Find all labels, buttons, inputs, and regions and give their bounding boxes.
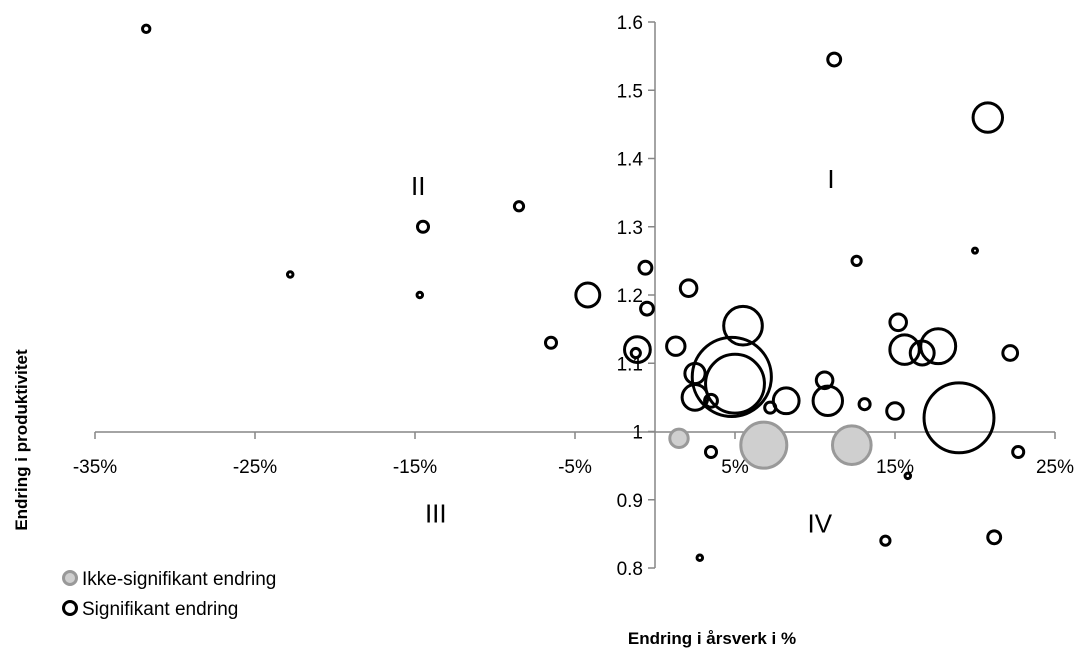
x-tick-label: -25% — [233, 457, 277, 478]
x-tick-label: -5% — [558, 457, 592, 478]
bubble-significant — [919, 327, 958, 366]
bubble-significant — [814, 370, 835, 391]
bubble-significant — [665, 335, 687, 357]
bubble-significant — [1001, 344, 1020, 362]
bubble-significant — [574, 281, 602, 309]
bubble-significant — [703, 392, 719, 409]
bubble-significant — [879, 534, 892, 547]
legend-label-nonsignificant: Ikke-signifikant endring — [82, 569, 276, 590]
y-tick-label: 1.2 — [617, 286, 643, 307]
y-axis-title: Endring i produktivitet — [12, 349, 31, 531]
bubble-significant — [695, 553, 705, 563]
bubble-significant — [888, 333, 921, 366]
bubble-significant — [771, 386, 801, 416]
y-tick-label: 1.5 — [617, 81, 643, 102]
bubble-significant — [543, 335, 559, 350]
bubble-significant — [690, 335, 773, 418]
bubble-significant — [704, 352, 766, 415]
bubble-significant — [1011, 444, 1026, 459]
bubble-significant — [971, 246, 979, 255]
bubble-nonsignificant — [830, 424, 873, 466]
bubble-significant — [885, 401, 905, 421]
bubble-significant — [888, 312, 908, 333]
axes — [94, 21, 1056, 569]
data-points — [141, 23, 1026, 563]
bubble-significant — [986, 529, 1003, 546]
bubble-significant — [922, 381, 996, 455]
bubble-nonsignificant — [739, 420, 789, 470]
quadrant-label: II — [411, 171, 425, 201]
x-tick-label: 15% — [876, 457, 914, 478]
y-tick-label: 1.6 — [617, 13, 643, 34]
bubble-significant — [678, 278, 699, 298]
legend: Ikke-signifikant endring Signifikant end… — [62, 569, 276, 620]
bubble-significant — [857, 397, 872, 412]
bubble-significant — [826, 51, 843, 68]
bubble-significant — [629, 346, 642, 360]
bubble-nonsignificant — [668, 427, 690, 450]
bubble-significant — [811, 384, 845, 418]
bubble-significant — [637, 259, 654, 276]
bubble-significant — [415, 219, 431, 234]
bubble-significant — [285, 270, 295, 279]
y-tick-label: 0.9 — [617, 491, 643, 512]
quadrant-label: IV — [808, 509, 833, 539]
bubble-significant — [703, 444, 719, 459]
tick-labels: -35% -25% -15% -5% 5% 15% 25% 0.8 0.9 1 1.1 1.2 1.3 1… — [73, 13, 1074, 580]
quadrant-label: I — [827, 164, 834, 194]
bubble-significant — [141, 23, 152, 35]
legend-marker-significant — [62, 600, 78, 616]
bubble-significant — [639, 300, 655, 317]
quadrant-label: III — [425, 498, 447, 528]
x-tick-label: -15% — [393, 457, 437, 478]
x-tick-label: 5% — [721, 457, 749, 478]
bubble-significant — [850, 254, 863, 267]
bubble-significant — [512, 200, 526, 213]
x-axis-title: Endring i årsverk i % — [628, 629, 796, 648]
y-tick-label: 1.1 — [617, 354, 643, 375]
bubble-significant — [971, 101, 1005, 134]
x-tick-label: 25% — [1036, 457, 1074, 478]
y-tick-label: 0.8 — [617, 559, 643, 580]
x-tick-label: -35% — [73, 457, 117, 478]
legend-label-significant: Signifikant endring — [82, 599, 238, 620]
legend-marker-nonsignificant — [62, 570, 78, 586]
bubble-significant — [722, 304, 764, 347]
bubble-significant — [415, 290, 425, 300]
y-tick-label: 1 — [632, 423, 643, 444]
y-tick-label: 1.3 — [617, 218, 643, 239]
y-tick-label: 1.4 — [617, 150, 644, 171]
bubble-significant — [903, 471, 913, 481]
bubble-significant — [623, 335, 652, 364]
